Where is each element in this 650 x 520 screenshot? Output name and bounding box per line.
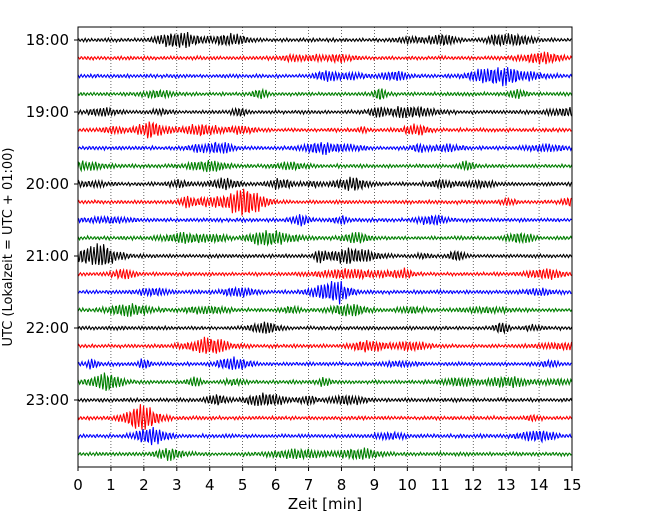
vertical-grid <box>110 27 540 467</box>
x-tick-label: 12 <box>464 476 483 494</box>
trace-line <box>77 188 573 216</box>
trace-line <box>77 176 573 191</box>
x-tick-label: 7 <box>304 476 314 494</box>
y-tick-label: 19:00 <box>26 103 69 121</box>
y-tick-label: 20:00 <box>26 175 69 193</box>
trace-line <box>77 32 572 49</box>
x-tick-label: 13 <box>497 476 516 494</box>
trace-line <box>77 67 573 87</box>
trace-line <box>77 141 573 155</box>
trace-line <box>77 427 573 446</box>
x-tick-label: 15 <box>562 476 581 494</box>
seismic-traces <box>77 32 573 461</box>
x-tick-label: 2 <box>139 476 149 494</box>
trace-line <box>77 404 573 430</box>
trace-line <box>77 303 573 317</box>
trace-line <box>77 159 573 173</box>
trace-line <box>77 392 573 407</box>
x-axis-ticks: 0 1 2 3 4 5 6 7 8 9 10 11 12 13 14 15 <box>73 467 582 494</box>
y-tick-label: 18:00 <box>26 31 69 49</box>
trace-line <box>77 87 573 100</box>
y-axis-ticks: 18:00 19:00 20:00 21:00 22:00 23:00 <box>26 31 78 409</box>
trace-line <box>77 214 572 227</box>
x-tick-label: 0 <box>73 476 83 494</box>
y-tick-label: 21:00 <box>26 247 69 265</box>
trace-line <box>77 105 573 119</box>
plot-frame <box>77 26 573 468</box>
x-tick-label: 9 <box>370 476 380 494</box>
x-tick-label: 3 <box>172 476 182 494</box>
trace-line <box>77 121 572 139</box>
trace-line <box>77 267 573 281</box>
x-tick-label: 11 <box>431 476 450 494</box>
trace-line <box>77 280 572 305</box>
x-axis-label: Zeit [min] <box>288 495 362 513</box>
trace-line <box>77 447 572 461</box>
x-tick-label: 6 <box>271 476 281 494</box>
y-tick-label: 23:00 <box>26 391 69 409</box>
x-tick-label: 14 <box>530 476 549 494</box>
y-tick-label: 22:00 <box>26 319 69 337</box>
trace-line <box>77 356 572 370</box>
trace-line <box>77 230 573 247</box>
trace-line <box>77 243 573 266</box>
trace-line <box>77 336 573 354</box>
trace-line <box>77 321 573 335</box>
x-tick-label: 8 <box>337 476 347 494</box>
x-tick-label: 10 <box>398 476 417 494</box>
x-tick-label: 4 <box>205 476 215 494</box>
trace-line <box>77 51 573 65</box>
x-tick-label: 5 <box>238 476 248 494</box>
trace-line <box>77 372 573 391</box>
y-axis-label: UTC (Lokalzeit = UTC + 01:00) <box>1 148 16 347</box>
x-tick-label: 1 <box>106 476 116 494</box>
